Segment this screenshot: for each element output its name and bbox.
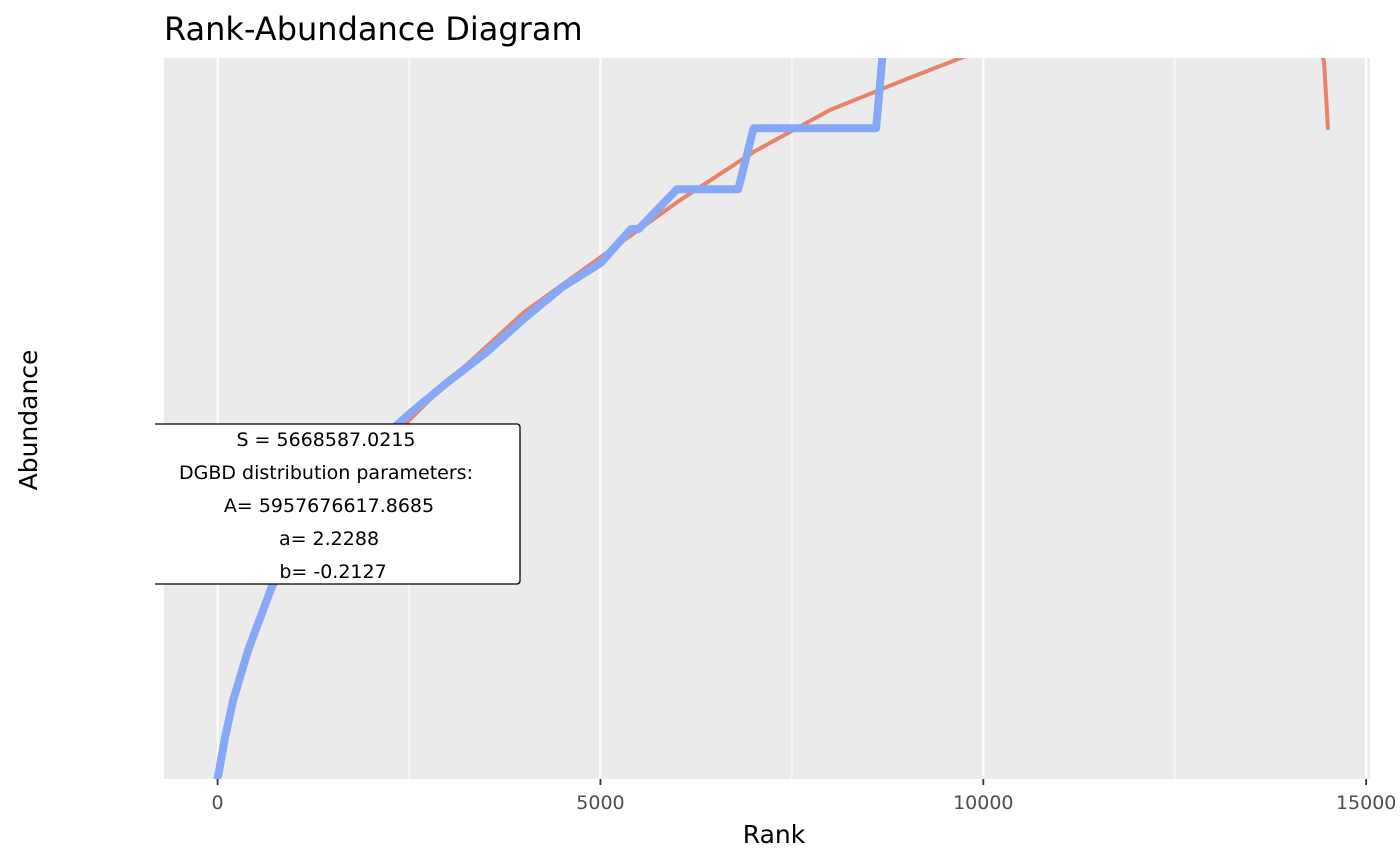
- x-tick-label: 5000: [576, 792, 624, 814]
- chart-title: Rank-Abundance Diagram: [164, 10, 583, 48]
- y-axis-title: Abundance: [14, 350, 43, 491]
- x-axis-title: Rank: [743, 820, 806, 849]
- annotation-line-b: b= -0.2127: [279, 561, 386, 583]
- annotation-line-a-upper: A= 5957676617.8685: [224, 495, 434, 517]
- x-tick-label: 10000: [953, 792, 1013, 814]
- annotation-line-a-lower: a= 2.2288: [279, 528, 379, 550]
- x-tick-label: 0: [212, 792, 224, 814]
- annotation-line-header: DGBD distribution parameters:: [179, 462, 473, 484]
- annotation-line-s: S = 5668587.0215: [236, 429, 415, 451]
- plot-panel: [164, 58, 1370, 779]
- x-axis-ticks: 0 5000 10000 15000: [212, 779, 1397, 814]
- x-tick-label: 15000: [1336, 792, 1396, 814]
- annotation-box: S = 5668587.0215 DGBD distribution param…: [140, 424, 520, 584]
